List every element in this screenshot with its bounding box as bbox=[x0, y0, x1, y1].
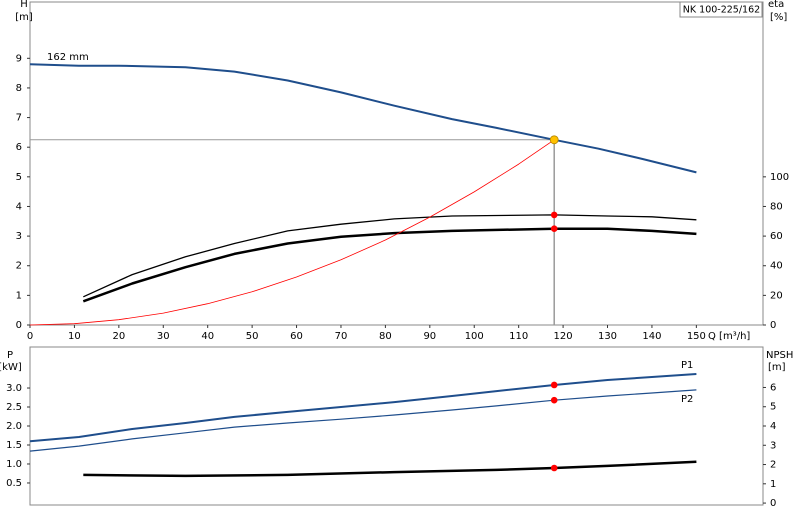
x-tick-label: 60 bbox=[290, 331, 303, 342]
x-tick-label: 100 bbox=[465, 331, 484, 342]
series-label: 162 mm bbox=[47, 52, 89, 63]
curve bbox=[29, 373, 697, 443]
y2-tick-label: 4 bbox=[770, 421, 776, 432]
y2-tick-label: 100 bbox=[770, 172, 789, 183]
y-tick-label: 8 bbox=[16, 83, 22, 94]
y-tick-label: 1.0 bbox=[6, 459, 22, 470]
y2-tick-label: 80 bbox=[770, 201, 783, 212]
y-tick-label: 7 bbox=[16, 113, 22, 124]
y-tick-label: 9 bbox=[16, 53, 22, 64]
x-tick-label: 40 bbox=[201, 331, 214, 342]
x-tick-label: 80 bbox=[379, 331, 392, 342]
x-tick-label: 150 bbox=[687, 331, 706, 342]
curve bbox=[29, 139, 555, 326]
y-tick-label: 5 bbox=[16, 172, 22, 183]
curve bbox=[83, 214, 697, 298]
x-tick-label: 110 bbox=[509, 331, 528, 342]
y2-tick-label: 60 bbox=[770, 231, 783, 242]
y2-tick-label: 6 bbox=[770, 382, 776, 393]
y2-tick-label: 5 bbox=[770, 402, 776, 413]
x-tick-label: 90 bbox=[423, 331, 436, 342]
operating-marker bbox=[550, 464, 558, 472]
y2-tick-label: 0 bbox=[770, 498, 776, 509]
curve bbox=[29, 389, 697, 452]
x-tick-label: 50 bbox=[246, 331, 259, 342]
y2-tick-label: 40 bbox=[770, 261, 783, 272]
x-tick-label: 0 bbox=[27, 331, 33, 342]
y-tick-label: 3 bbox=[16, 231, 22, 242]
y-axis-label: P bbox=[7, 350, 13, 361]
y-axis-label: H bbox=[20, 0, 28, 10]
y2-axis-unit: [%] bbox=[770, 12, 787, 23]
series-label: P2 bbox=[681, 394, 693, 405]
series-label: P1 bbox=[681, 360, 693, 371]
y2-tick-label: 0 bbox=[770, 320, 776, 331]
curve bbox=[83, 460, 697, 478]
y-tick-label: 0 bbox=[16, 320, 22, 331]
operating-point bbox=[549, 135, 559, 145]
y-tick-label: 1 bbox=[16, 290, 22, 301]
y2-tick-label: 3 bbox=[770, 440, 776, 451]
y-tick-label: 4 bbox=[16, 201, 22, 212]
x-tick-label: 140 bbox=[642, 331, 661, 342]
x-tick-label: 20 bbox=[112, 331, 125, 342]
x-tick-label: 30 bbox=[157, 331, 170, 342]
y-tick-label: 1.5 bbox=[6, 440, 22, 451]
y2-tick-label: 20 bbox=[770, 290, 783, 301]
y-tick-label: 0.5 bbox=[6, 478, 22, 489]
curve bbox=[82, 227, 697, 303]
y-axis-unit: [m] bbox=[15, 12, 33, 23]
x-axis-label: Q [m³/h] bbox=[708, 331, 750, 342]
x-tick-label: 10 bbox=[68, 331, 81, 342]
title-box bbox=[679, 1, 763, 18]
y2-axis-label: NPSH bbox=[766, 350, 793, 361]
operating-marker bbox=[550, 381, 558, 389]
y-tick-label: 6 bbox=[16, 142, 22, 153]
operating-marker bbox=[550, 211, 558, 219]
x-tick-label: 120 bbox=[554, 331, 573, 342]
plot-frame bbox=[29, 346, 764, 506]
curve bbox=[29, 63, 697, 174]
y-tick-label: 3.0 bbox=[6, 383, 22, 394]
y2-axis-label: eta bbox=[768, 0, 784, 10]
x-tick-label: 70 bbox=[335, 331, 348, 342]
plot-frame bbox=[29, 1, 764, 326]
operating-marker bbox=[550, 225, 558, 232]
y-tick-label: 2.0 bbox=[6, 421, 22, 432]
y-tick-label: 2 bbox=[16, 261, 22, 272]
operating-marker bbox=[550, 396, 558, 404]
y-axis-unit: [kW] bbox=[0, 362, 22, 373]
y-tick-label: 2.5 bbox=[6, 402, 22, 413]
y2-axis-unit: [m] bbox=[768, 362, 786, 373]
x-tick-label: 130 bbox=[598, 331, 617, 342]
y2-tick-label: 2 bbox=[770, 460, 776, 471]
chart-title: NK 100-225/162 bbox=[683, 5, 760, 16]
y2-tick-label: 1 bbox=[770, 479, 776, 490]
